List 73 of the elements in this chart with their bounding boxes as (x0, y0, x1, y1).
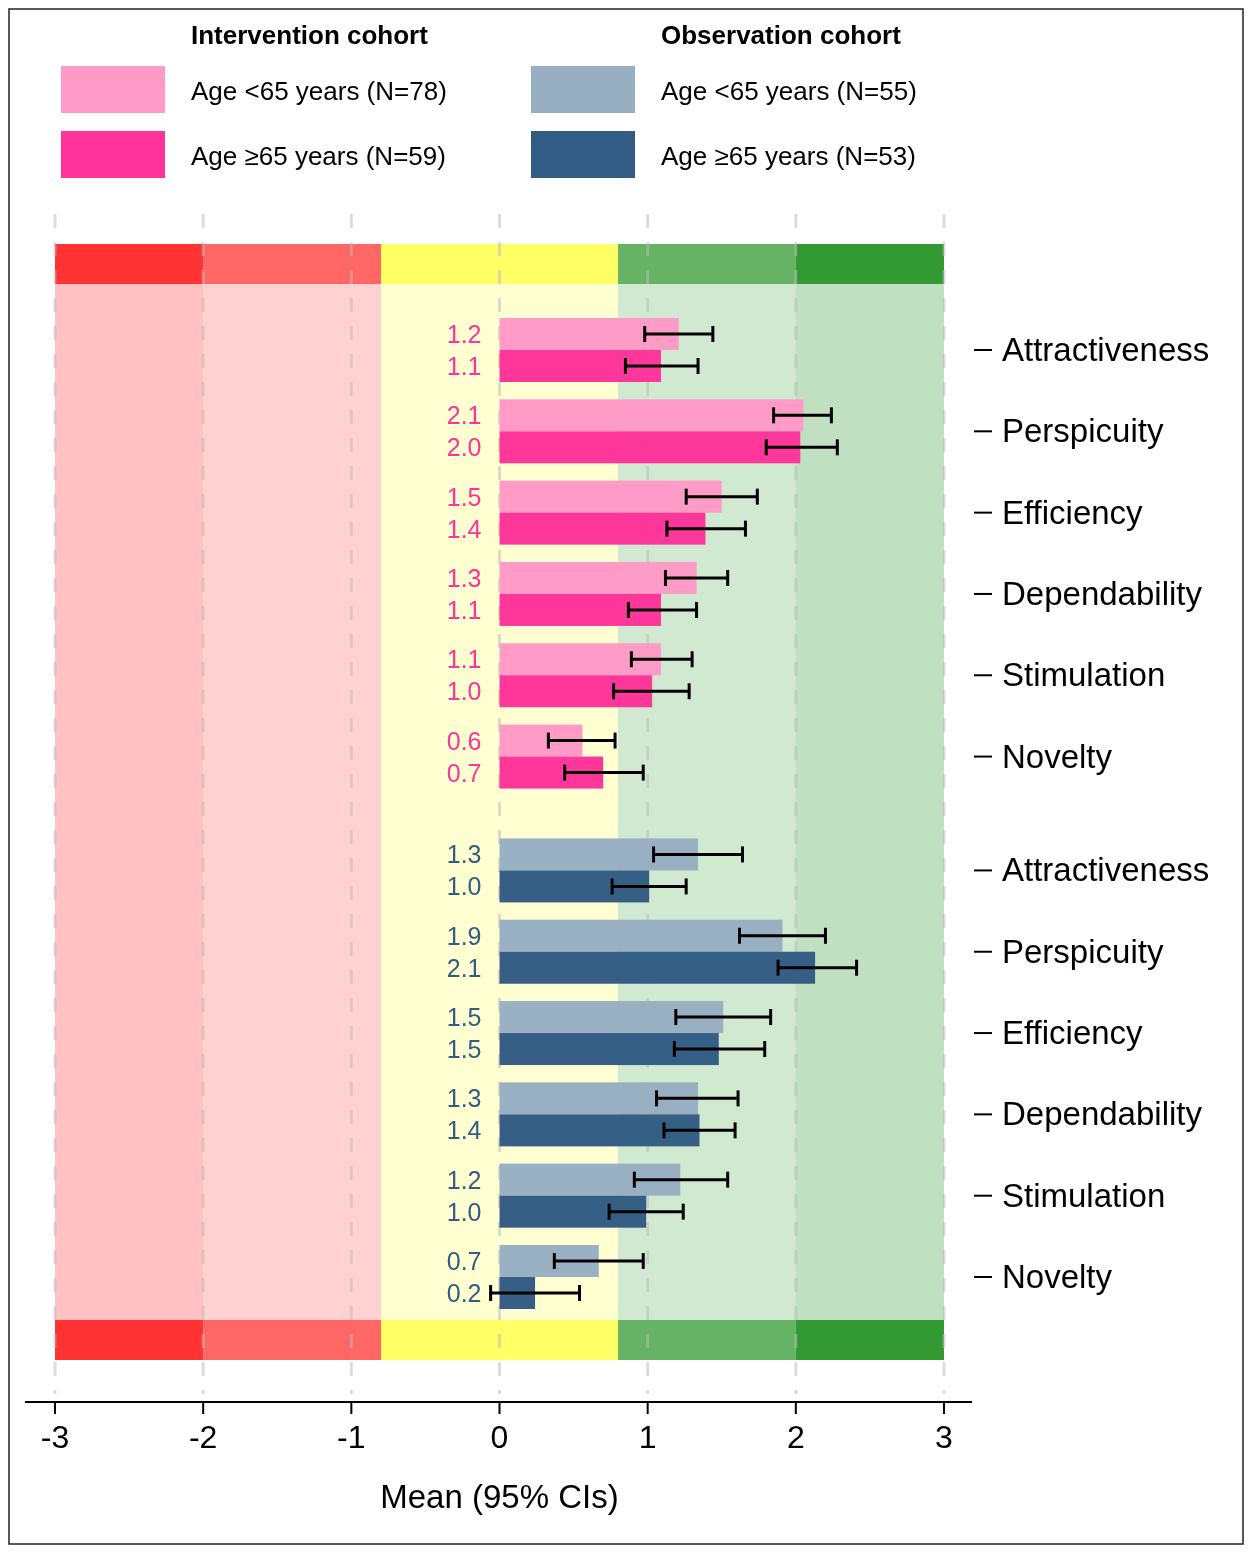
bar (499, 675, 653, 708)
text: Intervention cohort (191, 20, 429, 50)
bar (499, 1245, 599, 1277)
data-label: 1.3 (446, 1084, 482, 1113)
data-label: 1.1 (446, 645, 482, 674)
bar (499, 1195, 647, 1228)
bar (499, 399, 804, 432)
bar (499, 919, 783, 952)
bar (499, 350, 661, 382)
data-label: 1.9 (446, 921, 482, 950)
bar (499, 951, 816, 984)
bar (499, 1001, 724, 1034)
data-label: 1.4 (446, 1116, 482, 1145)
x-tick-label: -3 (40, 1419, 70, 1455)
x-tick-label: 2 (786, 1419, 805, 1455)
x-tick-label: 0 (490, 1419, 509, 1455)
legend-label: Age <65 years (N=55) (661, 76, 917, 106)
bar (499, 1163, 681, 1196)
bar (499, 512, 706, 545)
data-label: 0.2 (446, 1279, 482, 1307)
legend-label: Age <65 years (N=78) (191, 76, 447, 106)
bar (499, 1033, 719, 1066)
y-tick-label: Stimulation (1002, 656, 1166, 694)
bar (499, 431, 801, 464)
y-tick-label: Efficiency (1002, 1014, 1144, 1052)
x-tick-label: -2 (188, 1419, 218, 1455)
y-tick-label: Attractiveness (1002, 851, 1210, 889)
data-label: 1.3 (446, 840, 482, 869)
bar (499, 1114, 700, 1147)
bar (499, 724, 583, 757)
data-label: 1.5 (446, 1003, 482, 1032)
bar (499, 1082, 699, 1115)
data-label: 1.5 (446, 1035, 482, 1064)
y-tick-label: Perspicuity (1002, 412, 1164, 450)
data-label: 1.4 (446, 514, 482, 543)
legend-label: Age ≥65 years (N=59) (191, 141, 446, 171)
bar (499, 593, 661, 626)
y-tick-label: Attractiveness (1002, 331, 1210, 368)
bar (499, 480, 722, 513)
data-label: 1.1 (446, 352, 482, 380)
data-label: 0.6 (446, 726, 482, 755)
data-label: 2.1 (446, 953, 482, 982)
y-tick-label: Dependability (1002, 574, 1203, 612)
y-tick-label: Dependability (1002, 1095, 1203, 1133)
y-tick-label: Novelty (1002, 1258, 1113, 1295)
x-axis-title: Mean (95% CIs) (380, 1478, 619, 1515)
y-tick-label: Efficiency (1002, 493, 1144, 531)
bar (499, 838, 699, 871)
text: Observation cohort (661, 20, 902, 50)
data-label: 1.1 (446, 595, 482, 624)
y-tick-label: Novelty (1002, 737, 1113, 775)
data-label: 1.2 (446, 320, 482, 348)
data-label: 0.7 (446, 1247, 482, 1275)
x-tick-label: -1 (337, 1419, 366, 1455)
bar (499, 756, 604, 789)
y-tick-label: Stimulation (1002, 1176, 1166, 1214)
y-tick-label: Perspicuity (1002, 932, 1164, 970)
bar (499, 643, 661, 676)
data-label: 1.2 (446, 1165, 482, 1194)
data-label: 1.0 (446, 1197, 482, 1226)
data-label: 2.1 (446, 401, 482, 430)
bar (499, 870, 650, 903)
data-label: 1.3 (446, 563, 482, 592)
legend-label: Age ≥65 years (N=53) (661, 141, 916, 171)
data-label: 0.7 (446, 758, 482, 787)
bar (499, 318, 679, 350)
data-label: 1.0 (446, 677, 482, 706)
x-tick-label: 3 (935, 1419, 953, 1455)
bar (499, 561, 697, 594)
x-tick-label: 1 (638, 1419, 657, 1455)
data-label: 1.5 (446, 482, 482, 511)
data-label: 1.0 (446, 872, 482, 901)
data-label: 2.0 (446, 433, 482, 462)
